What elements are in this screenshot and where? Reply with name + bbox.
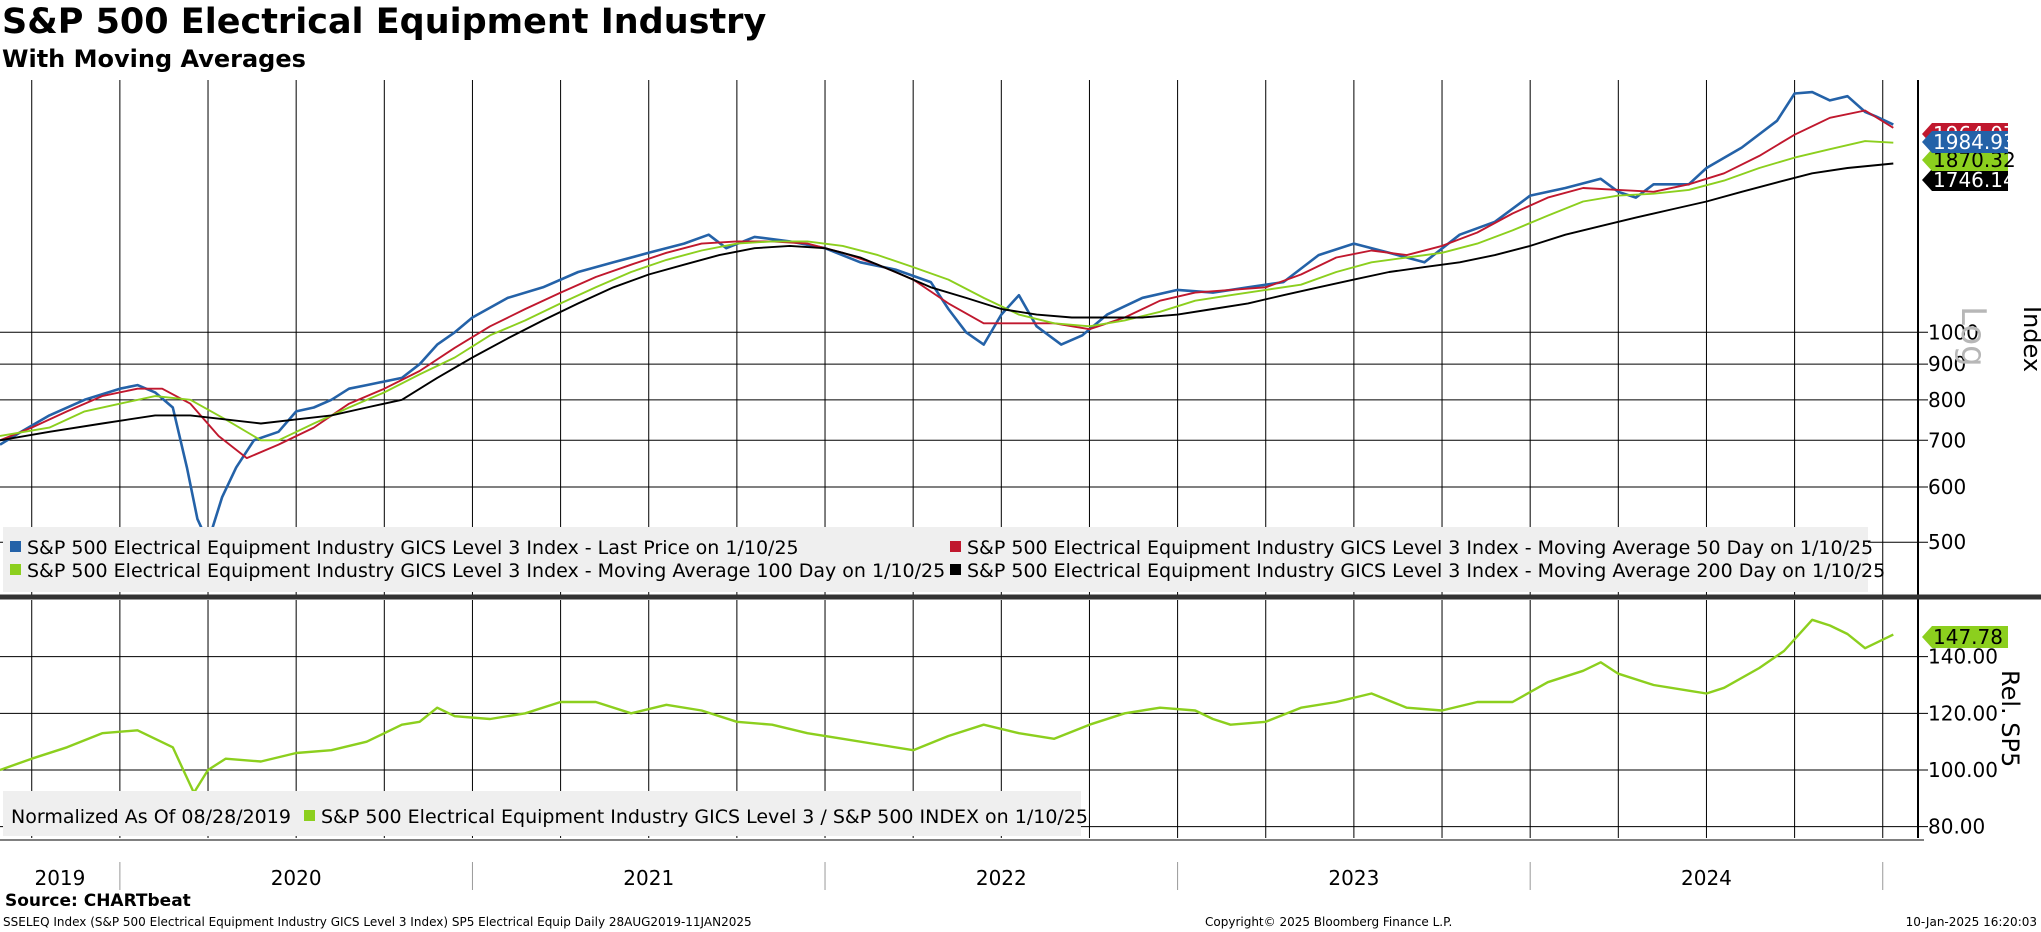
y-tick-label: 600 <box>1928 475 1966 499</box>
y-axis-title-lower: Rel. SP5 <box>1996 670 2024 767</box>
y-tick-label: 1000 <box>1928 320 1979 344</box>
series-line-relative <box>0 618 1894 794</box>
y-tick-label: 500 <box>1928 530 1966 554</box>
last-value-price-shape <box>1922 131 2008 153</box>
last-value-ma100-shape <box>1922 149 2008 171</box>
last-value-relative-shape <box>1922 626 2008 648</box>
source-label: Source: CHARTbeat <box>5 891 191 911</box>
log-scale-label: Log <box>1953 306 1993 367</box>
y-tick-label: 800 <box>1928 388 1966 412</box>
legend-entry: S&P 500 Electrical Equipment Industry GI… <box>967 537 1873 559</box>
x-tick-label: 2023 <box>1328 866 1379 890</box>
legend-swatch <box>950 541 961 552</box>
last-value-ma200: 1746.14 <box>1922 168 2016 192</box>
last-value-price-text: 1984.93 <box>1933 130 2016 154</box>
y-tick-label: 700 <box>1928 428 1966 452</box>
y-tick-label: 900 <box>1928 352 1966 376</box>
x-tick-label: 2020 <box>271 866 322 890</box>
series-line-ma200 <box>0 162 1894 442</box>
legend-entry: S&P 500 Electrical Equipment Industry GI… <box>27 560 945 582</box>
legend-background-lower <box>3 791 1081 836</box>
footer-timestamp: 10-Jan-2025 16:20:03 <box>1905 915 2037 929</box>
last-value-ma100: 1870.32 <box>1922 148 2016 172</box>
last-value-ma200-shape <box>1922 169 2008 191</box>
legend-entry: S&P 500 Electrical Equipment Industry GI… <box>27 537 799 559</box>
legend-entry: S&P 500 Electrical Equipment Industry GI… <box>967 560 1885 582</box>
legend-swatch <box>10 541 21 552</box>
y-tick-label: 100.00 <box>1928 758 1998 782</box>
legend-entry: S&P 500 Electrical Equipment Industry GI… <box>321 806 1088 828</box>
x-tick-label: 2019 <box>34 866 85 890</box>
legend-swatch <box>10 564 21 575</box>
legend-background <box>3 527 1868 592</box>
x-tick-label: 2024 <box>1681 866 1732 890</box>
y-tick-label: 140.00 <box>1928 645 1998 669</box>
x-tick-label: 2021 <box>623 866 674 890</box>
last-value-relative-text: 147.78 <box>1933 625 2003 649</box>
y-axis-title: Index <box>2018 306 2041 372</box>
x-tick-label: 2022 <box>976 866 1027 890</box>
legend-swatch <box>304 810 315 821</box>
legend-normalized-note: Normalized As Of 08/28/2019 <box>11 806 291 828</box>
chart-title: S&P 500 Electrical Equipment Industry <box>2 2 767 42</box>
last-value-price: 1984.93 <box>1922 130 2016 154</box>
y-tick-label: 80.00 <box>1928 815 1985 839</box>
series-line-ma50 <box>0 109 1894 460</box>
footer-copyright: Copyright© 2025 Bloomberg Finance L.P. <box>1205 915 1453 929</box>
chart-subtitle: With Moving Averages <box>2 45 306 73</box>
series-line-price <box>0 90 1894 544</box>
last-value-relative: 147.78 <box>1922 625 2008 649</box>
y-tick-label: 120.00 <box>1928 701 1998 725</box>
legend-swatch <box>950 564 961 575</box>
footer-description: SSELEQ Index (S&P 500 Electrical Equipme… <box>3 915 752 929</box>
last-value-ma200-text: 1746.14 <box>1933 168 2016 192</box>
series-line-ma100 <box>0 140 1894 442</box>
